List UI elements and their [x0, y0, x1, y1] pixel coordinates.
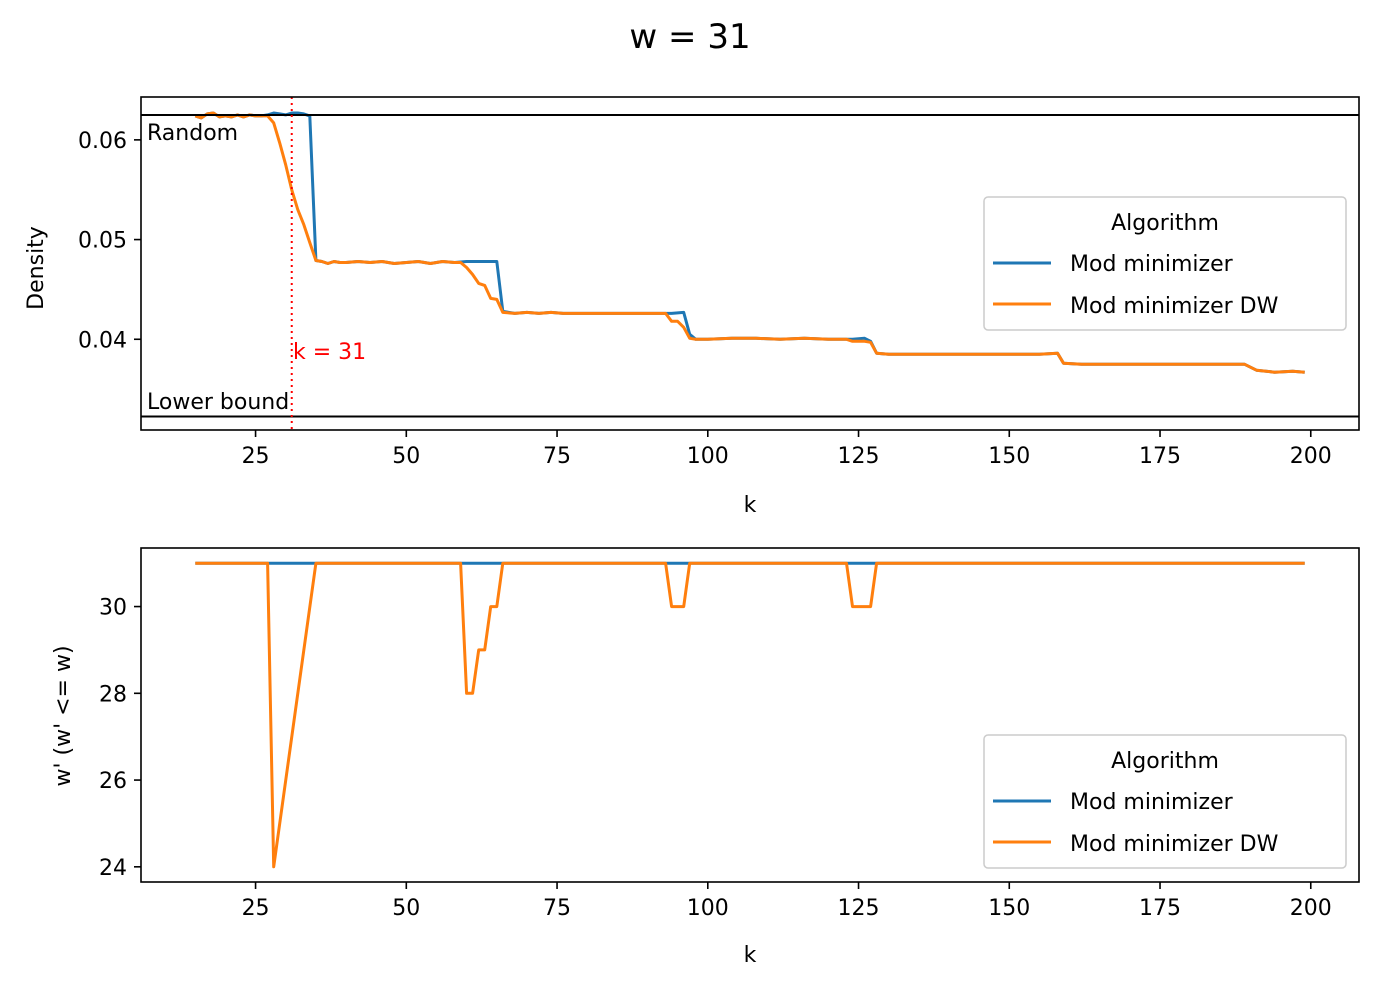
density-xtick-label: 150 [988, 444, 1030, 469]
window-ytick-label: 28 [99, 682, 127, 707]
density-ytick-label: 0.05 [78, 229, 127, 254]
density-xtick-label: 100 [687, 444, 729, 469]
window-xtick-label: 150 [988, 896, 1030, 921]
window-legend-title: Algorithm [1111, 749, 1219, 774]
window-xtick-label: 50 [392, 896, 420, 921]
window-legend: Algorithm Mod minimizer Mod minimizer DW [983, 734, 1347, 869]
density-series-mod-minimizer-dw-line [194, 111, 1305, 374]
window-xtick-label: 175 [1139, 896, 1181, 921]
window-series-mod-minimizer-dw-line [195, 561, 1305, 869]
random-hline-label: Random [147, 121, 238, 146]
lower-bound-hline-label: Lower bound [147, 390, 289, 415]
window-xtick-label: 75 [543, 896, 571, 921]
window-xtick-label: 200 [1290, 896, 1332, 921]
window-axes-frame [140, 547, 1360, 883]
figure-title: w = 31 [629, 17, 750, 57]
window-xtick-label: 25 [242, 896, 270, 921]
density-ylabel: Density [24, 226, 49, 310]
density-xtick-label: 125 [838, 444, 880, 469]
window-legend-label-mod-minimizer: Mod minimizer [1070, 790, 1234, 815]
window-xtick-label: 100 [687, 896, 729, 921]
density-ytick-label: 0.06 [78, 129, 127, 154]
density-legend-label-mod-minimizer: Mod minimizer [1070, 252, 1234, 277]
window-xtick-label: 125 [838, 896, 880, 921]
window-xlabel: k [744, 943, 757, 968]
window-legend-box [983, 734, 1347, 869]
density-ytick-label: 0.04 [78, 328, 127, 353]
window-ytick-label: 24 [99, 856, 127, 881]
density-xtick-label: 25 [242, 444, 270, 469]
window-ylabel: w' (w' <= w) [51, 645, 76, 786]
density-plot: k Density Random Lower bound k = 31 Algo… [24, 96, 1360, 518]
density-xtick-label: 200 [1290, 444, 1332, 469]
density-xtick-label: 175 [1139, 444, 1181, 469]
window-ytick-label: 30 [99, 596, 127, 621]
window-plot: k w' (w' <= w) Algorithm Mod minimizer M… [51, 547, 1360, 968]
density-axes-frame [140, 96, 1360, 431]
density-xtick-label: 50 [392, 444, 420, 469]
window-ytick-label: 26 [99, 769, 127, 794]
window-legend-label-mod-minimizer-dw: Mod minimizer DW [1070, 832, 1279, 857]
density-legend: Algorithm Mod minimizer Mod minimizer DW [983, 196, 1347, 331]
k-marker-label: k = 31 [293, 340, 366, 365]
density-legend-box [983, 196, 1347, 331]
density-xlabel: k [744, 493, 757, 518]
density-xtick-label: 75 [543, 444, 571, 469]
density-legend-title: Algorithm [1111, 211, 1219, 236]
density-legend-label-mod-minimizer-dw: Mod minimizer DW [1070, 294, 1279, 319]
